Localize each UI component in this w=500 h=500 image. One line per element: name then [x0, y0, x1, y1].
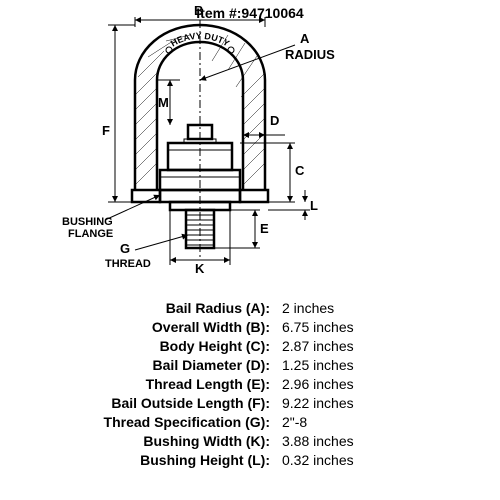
- spec-value: 3.88 inches: [282, 433, 450, 449]
- spec-row: Overall Width (B):6.75 inches: [50, 319, 450, 335]
- technical-diagram: HEAVY DUTY B A RADIUS M F: [60, 25, 360, 285]
- spec-label: Body Height (C):: [50, 338, 282, 354]
- spec-value: 2"-8: [282, 414, 450, 430]
- item-number-value: 94710064: [241, 5, 303, 21]
- dim-label-m: M: [158, 95, 169, 110]
- spec-row: Body Height (C):2.87 inches: [50, 338, 450, 354]
- dim-label-b: B: [194, 3, 203, 18]
- spec-label: Thread Specification (G):: [50, 414, 282, 430]
- bushing-flange-label-1: BUSHING: [62, 216, 113, 228]
- spec-label: Bail Radius (A):: [50, 300, 282, 316]
- dim-label-radius: RADIUS: [285, 47, 335, 62]
- spec-label: Bail Diameter (D):: [50, 357, 282, 373]
- item-number-header: Item #:94710064: [0, 5, 500, 21]
- spec-value: 2 inches: [282, 300, 450, 316]
- spec-label: Bail Outside Length (F):: [50, 395, 282, 411]
- spec-table: Bail Radius (A):2 inches Overall Width (…: [50, 300, 450, 471]
- spec-value: 6.75 inches: [282, 319, 450, 335]
- spec-label: Overall Width (B):: [50, 319, 282, 335]
- spec-value: 0.32 inches: [282, 452, 450, 468]
- spec-label: Bushing Height (L):: [50, 452, 282, 468]
- spec-row: Thread Length (E):2.96 inches: [50, 376, 450, 392]
- dim-label-c: C: [295, 163, 305, 178]
- spec-label: Bushing Width (K):: [50, 433, 282, 449]
- dim-label-g: G: [120, 241, 130, 256]
- spec-row: Bail Outside Length (F):9.22 inches: [50, 395, 450, 411]
- spec-value: 2.96 inches: [282, 376, 450, 392]
- spec-row: Bail Radius (A):2 inches: [50, 300, 450, 316]
- spec-label: Thread Length (E):: [50, 376, 282, 392]
- spec-row: Bushing Width (K):3.88 inches: [50, 433, 450, 449]
- thread-label: THREAD: [105, 258, 151, 270]
- dim-label-a: A: [300, 31, 310, 46]
- bushing-flange-label-2: FLANGE: [68, 228, 113, 240]
- spec-row: Bail Diameter (D):1.25 inches: [50, 357, 450, 373]
- spec-value: 2.87 inches: [282, 338, 450, 354]
- spec-row: Thread Specification (G):2"-8: [50, 414, 450, 430]
- dim-label-f: F: [102, 123, 110, 138]
- dim-label-e: E: [260, 221, 269, 236]
- dim-label-d: D: [270, 113, 279, 128]
- spec-value: 1.25 inches: [282, 357, 450, 373]
- spec-row: Bushing Height (L):0.32 inches: [50, 452, 450, 468]
- spec-value: 9.22 inches: [282, 395, 450, 411]
- dim-label-l: L: [310, 198, 318, 213]
- dim-label-k: K: [195, 261, 205, 276]
